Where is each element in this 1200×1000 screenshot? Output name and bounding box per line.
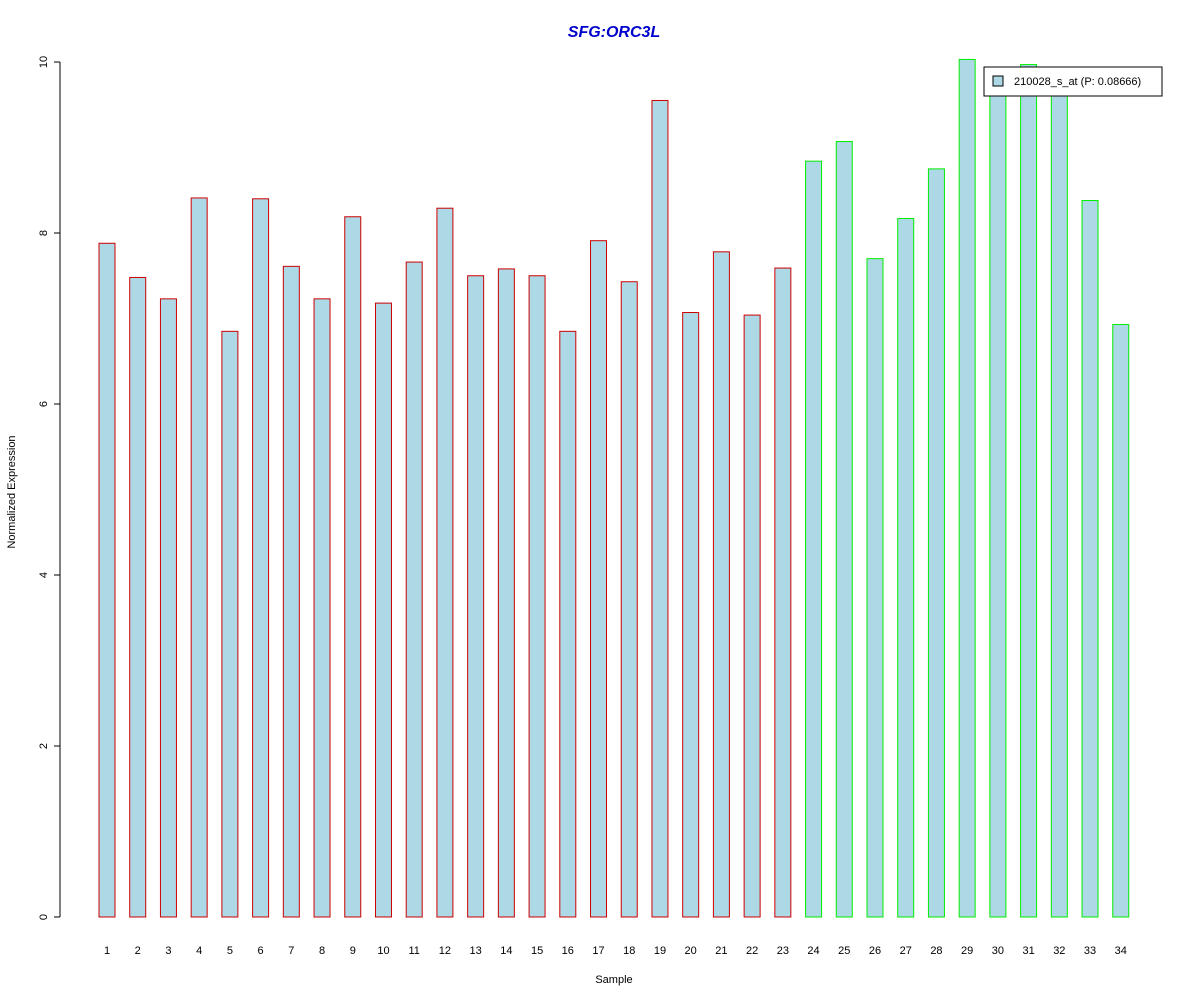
x-tick-label: 29 [961, 945, 973, 957]
x-tick-label: 32 [1053, 945, 1065, 957]
x-tick-label: 13 [470, 945, 482, 957]
bar-sample-32 [1050, 87, 1068, 918]
x-tick-label: 7 [288, 945, 294, 957]
bar-sample-11 [405, 261, 423, 918]
bar-sample-28 [927, 168, 945, 918]
x-tick-label: 15 [531, 945, 543, 957]
x-tick-label: 28 [930, 945, 942, 957]
bar-sample-7 [282, 265, 300, 918]
x-tick-label: 33 [1084, 945, 1096, 957]
bar-sample-3 [159, 298, 177, 918]
bar-sample-4 [190, 197, 208, 918]
x-tick-label: 27 [900, 945, 912, 957]
bar-sample-6 [252, 198, 270, 918]
x-tick-label: 26 [869, 945, 881, 957]
x-tick-label: 8 [319, 945, 325, 957]
x-tick-label: 2 [135, 945, 141, 957]
bar-sample-34 [1112, 323, 1130, 918]
x-tick-label: 10 [377, 945, 389, 957]
x-tick-label: 21 [715, 945, 727, 957]
x-tick-label: 17 [592, 945, 604, 957]
bar-sample-20 [682, 312, 700, 918]
y-tick-label: 6 [38, 401, 50, 407]
bar-sample-22 [743, 314, 761, 918]
x-tick-labels: 1 2 3 4 5 6 7 8 9 10 11 12 13 14 15 16 17 18 19 20 21 22 23 24 2… [104, 945, 1127, 957]
bar-sample-30 [989, 87, 1007, 918]
bar-sample-14 [497, 268, 515, 918]
bar-sample-33 [1081, 200, 1099, 918]
bar-sample-8 [313, 298, 331, 918]
bar-sample-23 [774, 267, 792, 918]
bar-sample-18 [620, 281, 638, 918]
x-tick-label: 16 [562, 945, 574, 957]
legend-box [983, 66, 1163, 97]
x-tick-label: 24 [807, 945, 819, 957]
bar-sample-2 [129, 276, 147, 918]
bars [98, 58, 1130, 918]
chart-title: SFG:ORC3L [568, 24, 660, 41]
legend-swatch [992, 75, 1004, 87]
x-tick-label: 34 [1115, 945, 1127, 957]
x-tick-label: 22 [746, 945, 758, 957]
x-tick-label: 6 [258, 945, 264, 957]
x-axis-label: Sample [595, 974, 632, 986]
x-tick-label: 20 [685, 945, 697, 957]
x-tick-label: 30 [992, 945, 1004, 957]
y-axis-label: Normalized Expression [6, 435, 18, 548]
x-tick-label: 14 [500, 945, 512, 957]
bar-sample-25 [835, 141, 853, 918]
bar-sample-27 [897, 217, 915, 918]
bar-sample-29 [958, 58, 976, 918]
x-tick-label: 19 [654, 945, 666, 957]
bar-sample-19 [651, 99, 669, 918]
y-axis: 0 2 4 6 8 10 [38, 56, 61, 920]
x-tick-label: 25 [838, 945, 850, 957]
y-tick-label: 2 [38, 743, 50, 749]
bar-sample-12 [436, 207, 454, 918]
bar-sample-31 [1020, 64, 1038, 918]
bar-sample-17 [590, 240, 608, 918]
x-tick-label: 11 [408, 945, 419, 957]
x-tick-label: 18 [623, 945, 635, 957]
x-tick-label: 31 [1022, 945, 1034, 957]
x-tick-label: 4 [196, 945, 202, 957]
bar-sample-16 [559, 330, 577, 918]
bar-sample-21 [712, 251, 730, 918]
x-tick-label: 1 [104, 945, 110, 957]
bar-sample-15 [528, 275, 546, 918]
legend-label: 210028_s_at (P: 0.08666) [1014, 76, 1141, 88]
bar-sample-1 [98, 242, 116, 918]
y-tick-label: 0 [38, 914, 50, 920]
y-tick-label: 4 [38, 572, 50, 578]
x-tick-label: 12 [439, 945, 451, 957]
bar-sample-26 [866, 258, 884, 918]
bar-sample-13 [467, 275, 485, 918]
bar-sample-24 [805, 160, 823, 918]
x-tick-label: 9 [350, 945, 356, 957]
bar-sample-5 [221, 330, 239, 918]
x-tick-label: 5 [227, 945, 233, 957]
y-tick-label: 10 [38, 56, 50, 68]
bar-sample-9 [344, 216, 362, 918]
x-tick-label: 3 [165, 945, 171, 957]
y-tick-label: 8 [38, 230, 50, 236]
x-tick-label: 23 [777, 945, 789, 957]
bar-sample-10 [374, 302, 392, 918]
legend: 210028_s_at (P: 0.08666) [983, 66, 1163, 97]
